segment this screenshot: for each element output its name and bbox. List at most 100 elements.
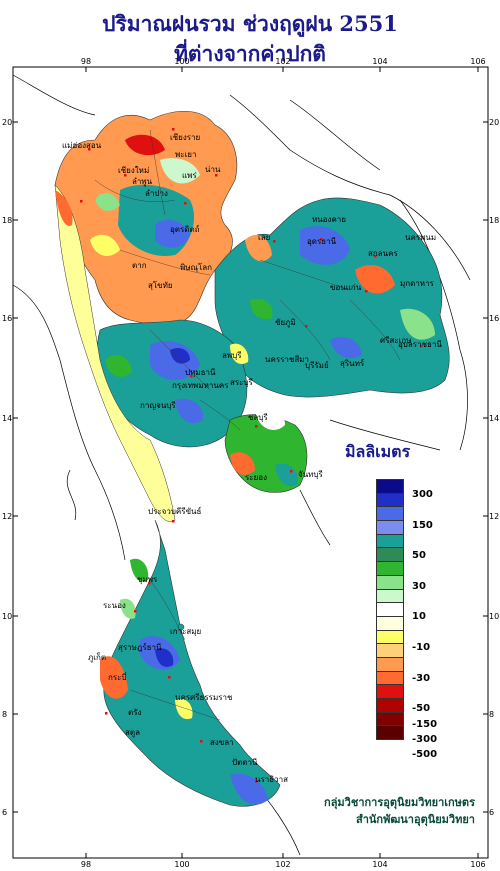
lat-ticks — [13, 121, 488, 813]
region-west — [54, 184, 176, 523]
province-label: ขอนแก่น — [330, 283, 362, 292]
legend-swatch — [376, 547, 404, 563]
lat-tick-label-right: 10 — [489, 612, 499, 621]
station-markers — [80, 128, 423, 783]
province-label: พิษณุโลก — [180, 262, 212, 272]
legend-swatch — [376, 670, 404, 686]
lat-tick-label-right: 14 — [489, 414, 499, 423]
lon-ticks-bottom — [85, 853, 479, 858]
province-label: ตรัง — [128, 708, 141, 717]
legend-label: -30 — [412, 672, 431, 684]
province-label: ชุมพร — [137, 575, 158, 584]
credit-line-1: กลุ่มวิชาการอุตุนิยมวิทยาเกษตร — [324, 796, 475, 809]
province-label: อุดรธานี — [307, 237, 337, 246]
lat-tick-label-right: 12 — [489, 512, 499, 521]
legend-label: -50 — [412, 703, 431, 715]
legend-swatch — [376, 479, 404, 494]
lat-tick-label-left: 8 — [2, 710, 7, 719]
legend-swatch — [376, 520, 404, 535]
province-label: สุราษฎร์ธานี — [118, 642, 162, 652]
lat-tick-label-left: 18 — [2, 216, 12, 225]
legend-label: 10 — [412, 611, 426, 623]
legend-label: 30 — [412, 580, 426, 592]
province-label: เชียงราย — [170, 133, 200, 142]
province-label: แม่ฮ่องสอน — [62, 141, 102, 150]
province-label: อุบลราชธานี — [398, 340, 442, 349]
province-label: บุรีรัมย์ — [305, 360, 329, 370]
legend-swatch — [376, 561, 404, 576]
thailand-rainfall-fill — [54, 111, 450, 807]
province-label: สงขลา — [210, 738, 234, 747]
legend-label: -500 — [412, 749, 438, 761]
province-label: นครราชสีมา — [265, 355, 309, 364]
lat-tick-label-left: 6 — [2, 808, 7, 817]
legend-swatch — [376, 506, 404, 522]
province-label: สระบุรี — [230, 378, 254, 387]
lat-tick-label-left: 12 — [2, 512, 12, 521]
legend-swatch — [376, 656, 404, 672]
island-samui — [177, 623, 185, 631]
lon-tick-label-bottom: 106 — [470, 860, 485, 869]
legend-swatch — [376, 725, 404, 741]
province-label: ชัยภูมิ — [275, 318, 296, 328]
lat-tick-label-right: 6 — [489, 808, 494, 817]
province-label: จันทบุรี — [298, 470, 324, 479]
province-label: เชียงใหม่ — [118, 166, 149, 175]
province-label: สกลนคร — [368, 249, 398, 258]
lat-tick-label-right: 16 — [489, 314, 499, 323]
legend-label: -10 — [412, 642, 431, 653]
province-label: กระบี่ — [108, 671, 127, 682]
legend-swatch — [376, 643, 404, 658]
credit-line-2: สำนักพัฒนาอุตุนิยมวิทยา — [356, 813, 475, 826]
province-label: พะเยา — [175, 150, 196, 159]
region-northeast — [214, 197, 450, 398]
province-label: นครศรีธรรมราช — [175, 693, 233, 702]
legend-swatch — [376, 574, 404, 590]
province-label: น่าน — [205, 165, 221, 174]
province-label: นราธิวาส — [255, 775, 288, 784]
legend-swatch — [376, 492, 404, 508]
legend-swatch — [376, 602, 404, 617]
lon-tick-label-top: 104 — [372, 57, 387, 66]
legend-label: 50 — [412, 550, 426, 562]
neighbor-borders — [12, 74, 471, 856]
province-label: เลย — [258, 233, 270, 242]
region-south — [103, 519, 281, 807]
legend-label: -300 — [412, 733, 438, 745]
lon-tick-label-top: 106 — [470, 57, 485, 66]
province-label: หนองคาย — [312, 215, 346, 224]
lat-tick-label-left: 20 — [2, 118, 12, 127]
legend-label: 150 — [412, 519, 433, 531]
province-label: ปัตตานี — [232, 758, 258, 767]
lon-ticks-top — [85, 67, 479, 72]
lat-tick-label-left: 16 — [2, 314, 12, 323]
legend-swatch — [376, 588, 404, 604]
province-label: มุกดาหาร — [400, 279, 435, 288]
province-label: กาญจนบุรี — [140, 401, 176, 410]
legend-swatch — [376, 698, 404, 713]
legend-label: 300 — [412, 489, 433, 500]
province-label: ระยอง — [245, 473, 267, 482]
lat-tick-label-left: 10 — [2, 612, 12, 621]
province-label: กรุงเทพมหานคร — [172, 381, 229, 390]
province-borders — [94, 129, 401, 721]
color-legend: 300 150 50 30 10 -10 -30 -50 -150 -300 -500 — [376, 479, 437, 760]
province-label: ระนอง — [103, 601, 126, 610]
lat-tick-label-left: 14 — [2, 414, 12, 423]
province-label: อุตรดิตถ์ — [170, 224, 200, 234]
province-label: สุรินทร์ — [340, 358, 365, 368]
map-border — [12, 66, 489, 859]
lat-tick-label-right: 18 — [489, 216, 499, 225]
legend-swatch — [376, 684, 404, 699]
legend-swatch — [376, 629, 404, 645]
province-label: ภูเก็ต — [88, 652, 106, 663]
legend-swatch — [376, 711, 404, 727]
legend-swatch — [376, 615, 404, 631]
lon-tick-label-top: 100 — [174, 57, 189, 66]
province-label: สุโขทัย — [148, 280, 173, 290]
province-label: เกาะสมุย — [170, 627, 201, 636]
legend-title: มิลลิเมตร — [345, 442, 411, 461]
province-label: นครพนม — [405, 233, 436, 242]
province-label: ตาก — [132, 261, 147, 270]
